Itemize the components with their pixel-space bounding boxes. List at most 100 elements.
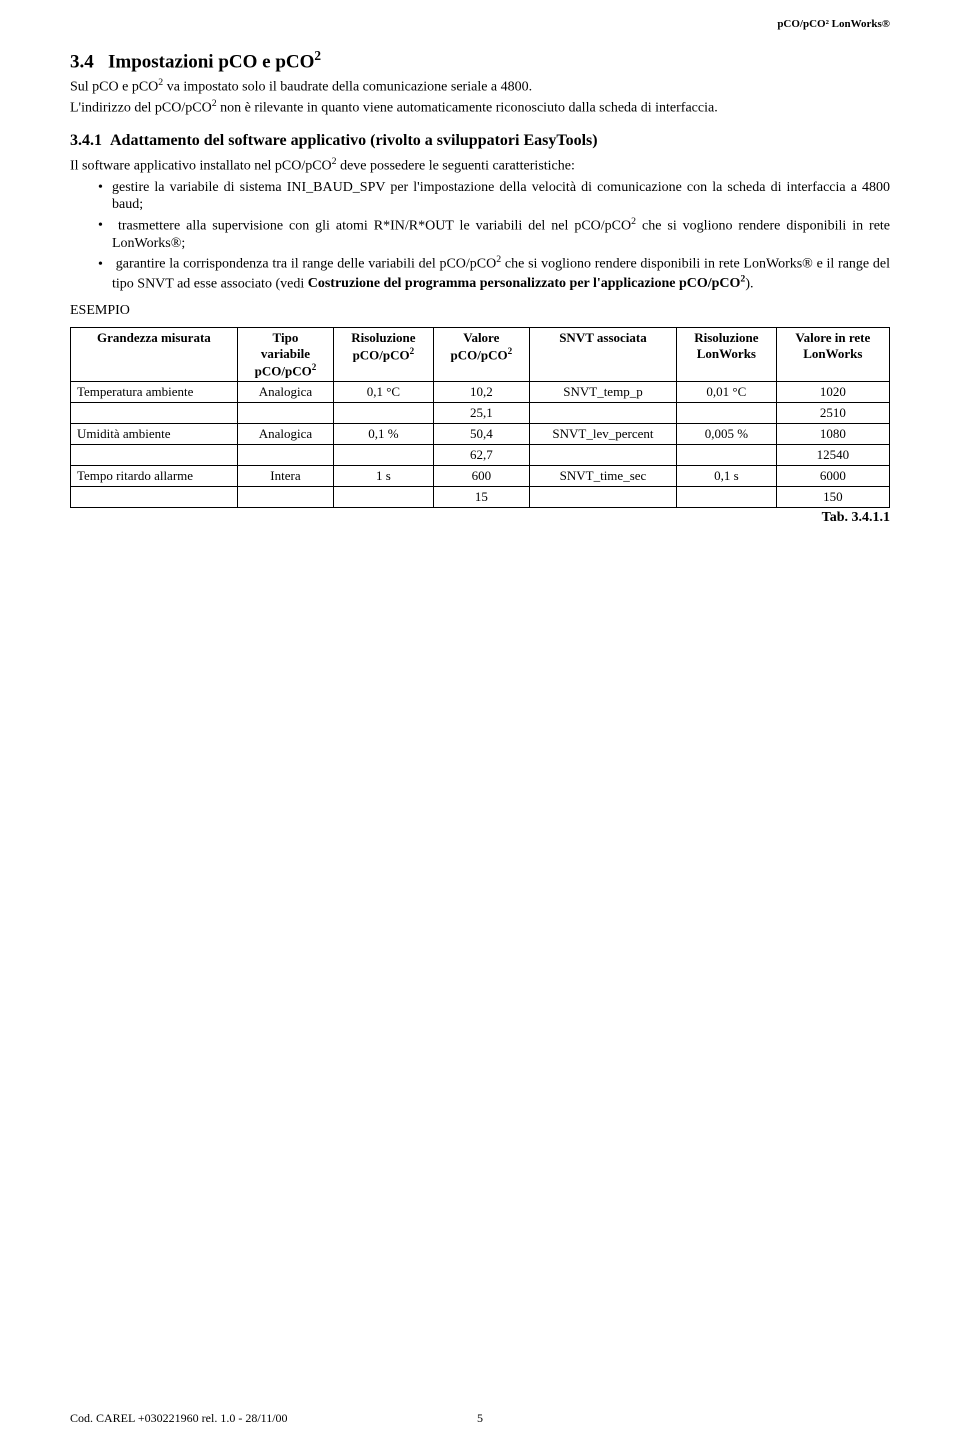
section-title: Impostazioni pCO e pCO [108, 51, 314, 72]
bullet-list: gestire la variabile di sistema INI_BAUD… [70, 179, 890, 293]
cell: SNVT_lev_percent [529, 424, 676, 445]
text-bold: Costruzione del programma personalizzato… [308, 276, 741, 291]
cell: 1080 [776, 424, 889, 445]
footer: Cod. CAREL +030221960 rel. 1.0 - 28/11/0… [70, 1411, 890, 1426]
cell: 0,005 % [677, 424, 777, 445]
text: Risoluzione [694, 330, 758, 345]
table-header-row: Grandezza misurata Tipo variabile pCO/pC… [71, 327, 890, 381]
cell [237, 445, 333, 466]
col-tipo: Tipo variabile pCO/pCO2 [237, 327, 333, 381]
cell: 12540 [776, 445, 889, 466]
cell [71, 487, 238, 508]
cell [677, 403, 777, 424]
cell: SNVT_temp_p [529, 382, 676, 403]
para-3-4-1-intro: Il software applicativo installato nel p… [70, 156, 890, 175]
table-row: 25,1 2510 [71, 403, 890, 424]
table-row: Tempo ritardo allarme Intera 1 s 600 SNV… [71, 466, 890, 487]
text: deve possedere le seguenti caratteristic… [337, 158, 575, 173]
cell: Temperatura ambiente [71, 382, 238, 403]
example-table: Grandezza misurata Tipo variabile pCO/pC… [70, 327, 890, 508]
cell: 15 [433, 487, 529, 508]
subsection-title: Adattamento del software applicativo (ri… [110, 132, 598, 149]
cell: 0,01 °C [677, 382, 777, 403]
section-title-sup: 2 [314, 48, 321, 63]
cell: Umidità ambiente [71, 424, 238, 445]
page-number: 5 [477, 1411, 483, 1426]
cell [237, 403, 333, 424]
cell: 600 [433, 466, 529, 487]
para-3-4-2: L'indirizzo del pCO/pCO2 non è rilevante… [70, 98, 890, 117]
text: pCO/pCO [353, 347, 410, 362]
cell: 0,1 s [677, 466, 777, 487]
text: LonWorks [803, 346, 862, 361]
cell: 1 s [334, 466, 434, 487]
cell: 62,7 [433, 445, 529, 466]
col-valore-pco: Valore pCO/pCO2 [433, 327, 529, 381]
section-3-4-heading: 3.4 Impostazioni pCO e pCO2 [70, 48, 890, 73]
cell: Analogica [237, 424, 333, 445]
table-row: 15 150 [71, 487, 890, 508]
esempio-label: ESEMPIO [70, 303, 890, 319]
section-3-4-1-heading: 3.4.1 Adattamento del software applicati… [70, 132, 890, 150]
section-number: 3.4 [70, 51, 94, 72]
text: garantire la corrispondenza tra il range… [116, 257, 497, 272]
footer-left: Cod. CAREL +030221960 rel. 1.0 - 28/11/0… [70, 1411, 288, 1425]
table-body: Temperatura ambiente Analogica 0,1 °C 10… [71, 382, 890, 508]
bullet-item: gestire la variabile di sistema INI_BAUD… [84, 179, 890, 214]
cell: 50,4 [433, 424, 529, 445]
header-right: pCO/pCO² LonWorks® [777, 18, 890, 30]
subsection-number: 3.4.1 [70, 132, 102, 149]
col-valore-lon: Valore in rete LonWorks [776, 327, 889, 381]
text: Valore in rete [795, 330, 870, 345]
text: pCO/pCO [255, 363, 312, 378]
cell: 2510 [776, 403, 889, 424]
text: non è rilevante in quanto viene automati… [217, 101, 718, 116]
col-snvt: SNVT associata [529, 327, 676, 381]
col-grandezza: Grandezza misurata [71, 327, 238, 381]
cell: 0,1 % [334, 424, 434, 445]
text: Risoluzione [351, 330, 415, 345]
bullet-item: trasmettere alla supervisione con gli at… [84, 216, 890, 253]
cell [334, 487, 434, 508]
text: Tipo [273, 330, 299, 345]
text: Valore [463, 330, 499, 345]
text: LonWorks [697, 346, 756, 361]
text: Sul pCO e pCO [70, 80, 158, 95]
bullet-item: garantire la corrispondenza tra il range… [84, 254, 890, 292]
text: variabile [261, 346, 310, 361]
col-risoluzione-lon: Risoluzione LonWorks [677, 327, 777, 381]
text: trasmettere alla supervisione con gli at… [118, 218, 631, 233]
cell: 10,2 [433, 382, 529, 403]
sup: 2 [410, 346, 415, 356]
text: pCO/pCO [451, 347, 508, 362]
table-row: Temperatura ambiente Analogica 0,1 °C 10… [71, 382, 890, 403]
cell: Intera [237, 466, 333, 487]
cell [334, 445, 434, 466]
cell: 150 [776, 487, 889, 508]
cell: Tempo ritardo allarme [71, 466, 238, 487]
cell [529, 487, 676, 508]
cell [237, 487, 333, 508]
para-3-4-1: Sul pCO e pCO2 va impostato solo il baud… [70, 77, 890, 96]
cell [677, 487, 777, 508]
cell [71, 445, 238, 466]
cell: SNVT_time_sec [529, 466, 676, 487]
cell [71, 403, 238, 424]
cell: 25,1 [433, 403, 529, 424]
table-caption: Tab. 3.4.1.1 [70, 510, 890, 526]
table-row: Umidità ambiente Analogica 0,1 % 50,4 SN… [71, 424, 890, 445]
sup: 2 [312, 362, 317, 372]
text: ). [745, 276, 753, 291]
table-row: 62,7 12540 [71, 445, 890, 466]
cell: 0,1 °C [334, 382, 434, 403]
col-risoluzione-pco: Risoluzione pCO/pCO2 [334, 327, 434, 381]
sup: 2 [508, 346, 513, 356]
cell [529, 445, 676, 466]
cell: 1020 [776, 382, 889, 403]
text: Il software applicativo installato nel p… [70, 158, 332, 173]
cell: 6000 [776, 466, 889, 487]
cell [334, 403, 434, 424]
cell [529, 403, 676, 424]
text: va impostato solo il baudrate della comu… [163, 80, 532, 95]
text: L'indirizzo del pCO/pCO [70, 101, 212, 116]
